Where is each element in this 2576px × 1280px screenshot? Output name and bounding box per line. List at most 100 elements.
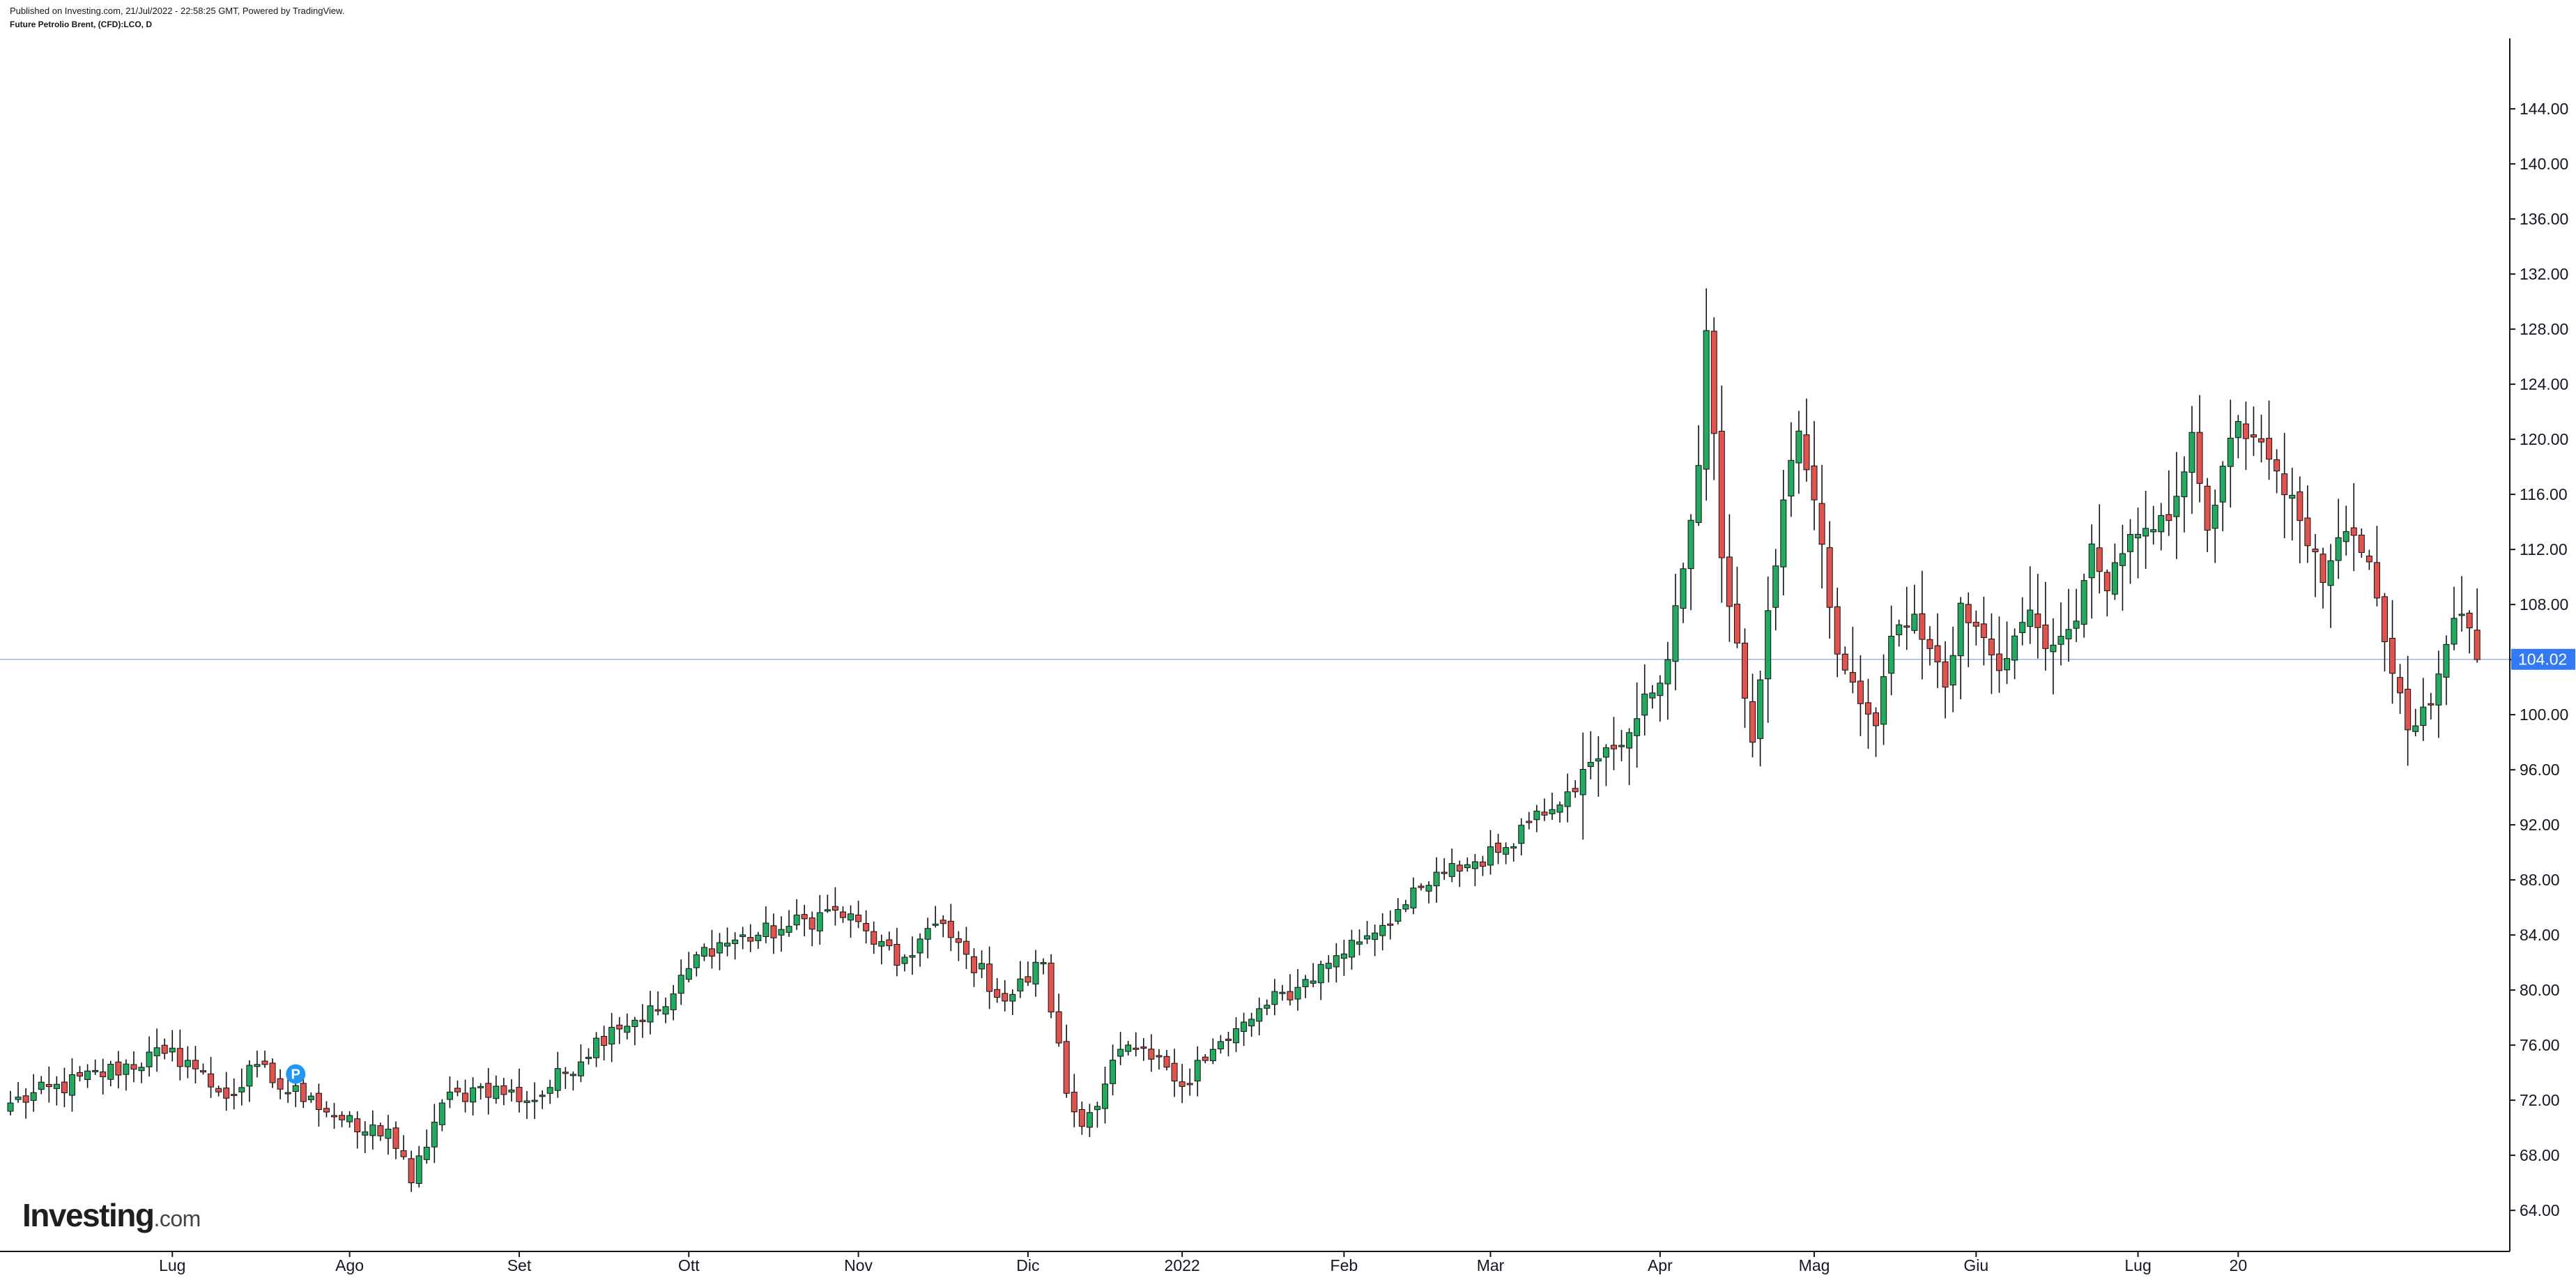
candle (2350, 483, 2357, 572)
candle-body (2188, 432, 2195, 473)
candle-body (670, 993, 677, 1010)
candle (1456, 860, 1463, 887)
candle-body (431, 1122, 438, 1148)
candle-body (2057, 636, 2064, 645)
candle (1610, 717, 1617, 770)
candle-body (2428, 703, 2435, 706)
candle (2373, 526, 2380, 607)
candle-body (1980, 623, 1987, 639)
candle (138, 1062, 145, 1083)
candle (1071, 1074, 1078, 1127)
candle-body (1302, 979, 1309, 987)
candle (909, 936, 916, 975)
candle (1541, 798, 1548, 821)
candle (2412, 708, 2419, 737)
candle (1464, 857, 1471, 872)
candle-body (1209, 1049, 1216, 1062)
candle (1163, 1050, 1170, 1071)
candle (824, 894, 831, 913)
candle-body (1926, 639, 1933, 649)
candle (2103, 569, 2110, 617)
candle (508, 1079, 515, 1102)
candle (68, 1058, 75, 1112)
candle (1803, 398, 1810, 482)
candle (801, 904, 808, 936)
candle (2027, 566, 2034, 644)
candle (354, 1111, 361, 1149)
candle (1841, 646, 1848, 675)
candle (1094, 1102, 1101, 1128)
candle-body (331, 1115, 338, 1118)
candle (1217, 1035, 1224, 1054)
candle-body (1425, 885, 1432, 892)
candle-body (1279, 991, 1286, 994)
candle-body (1009, 993, 1016, 1002)
candle-body (1055, 1011, 1062, 1044)
candle (431, 1104, 438, 1164)
y-tick-label: 144.00 (2520, 100, 2568, 118)
candle-body (1133, 1047, 1140, 1050)
candle-body (115, 1061, 122, 1076)
time-axis[interactable]: Lug Ago Set Ott Nov Dic 2022 Feb Mar Apr Mag Giu Lug… (159, 1251, 2247, 1274)
candle-body (454, 1088, 461, 1092)
candle (940, 915, 946, 938)
candle (92, 1059, 99, 1075)
candle (1572, 780, 1579, 798)
candle-body (92, 1069, 99, 1072)
candle-body (1402, 904, 1409, 910)
candle (1256, 997, 1263, 1035)
y-tick-label: 88.00 (2520, 871, 2560, 889)
candle-body (963, 940, 969, 955)
candle (546, 1079, 553, 1104)
candle (1294, 969, 1301, 1011)
candle-body (1194, 1060, 1201, 1082)
event-marker[interactable]: P (286, 1064, 306, 1084)
candle (1549, 792, 1556, 821)
candle (1271, 979, 1278, 1016)
candle-body (2312, 549, 2319, 553)
candle (1356, 929, 1363, 956)
candle (1965, 592, 1972, 668)
candle-body (2034, 614, 2041, 628)
candle-body (277, 1078, 284, 1090)
candle (577, 1044, 584, 1083)
candle-body (1934, 645, 1941, 662)
candle (1749, 673, 1756, 758)
candle-body (693, 954, 700, 968)
candle-body (2335, 537, 2342, 561)
candle-body (940, 920, 946, 924)
chart-header: Published on Investing.com, 21/Jul/2022 … (10, 6, 344, 29)
candle-body (647, 1005, 654, 1023)
candle (1726, 514, 1733, 642)
candle (1926, 626, 1933, 666)
x-tick-label: Lug (2124, 1256, 2151, 1274)
candle (2080, 573, 2087, 638)
candle (2135, 508, 2142, 579)
candle-body (53, 1083, 60, 1089)
candle (523, 1090, 530, 1119)
candle-body (1649, 692, 1656, 699)
candle (747, 924, 754, 952)
candle (1949, 626, 1956, 713)
candle (315, 1083, 322, 1127)
candle (184, 1046, 191, 1079)
candle (1672, 574, 1679, 691)
candle-body (284, 1092, 291, 1095)
candle-body (808, 917, 815, 930)
candle-body (2080, 580, 2087, 625)
price-axis[interactable]: 64.00 68.00 72.00 76.00 80.00 84.00 88.00 92.00… (2510, 100, 2568, 1219)
candle (2258, 414, 2265, 463)
candle (2281, 432, 2288, 539)
candle (1980, 596, 1987, 666)
candle-body (1433, 871, 1440, 887)
candle (231, 1078, 238, 1110)
candle (1040, 958, 1047, 975)
candle-body (2350, 527, 2357, 536)
candle (1888, 605, 1895, 696)
candle-body (531, 1099, 538, 1102)
y-tick-label: 108.00 (2520, 595, 2568, 614)
candle (2397, 664, 2404, 714)
candle-body (1017, 978, 1024, 991)
candle (377, 1122, 384, 1141)
